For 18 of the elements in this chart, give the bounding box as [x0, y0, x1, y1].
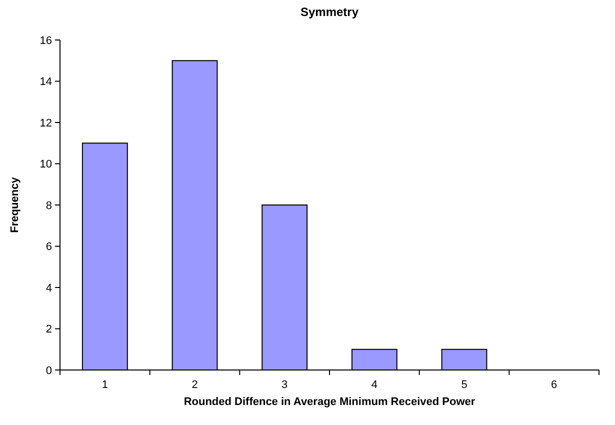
y-tick-label: 0 — [46, 364, 52, 377]
chart-title: Symmetry — [300, 5, 359, 19]
x-tick-label: 5 — [461, 379, 468, 391]
y-tick-label: 10 — [40, 158, 52, 171]
y-tick-label: 14 — [40, 76, 52, 88]
x-tick-label: 2 — [192, 379, 198, 391]
y-tick-label: 2 — [46, 324, 52, 336]
y-tick-label: 6 — [46, 241, 52, 254]
y-axis-title: Frequency — [9, 176, 21, 233]
y-tick-label: 16 — [40, 34, 52, 47]
x-tick-label: 3 — [282, 379, 288, 391]
x-axis-title: Rounded Diffence in Average Minimum Received Power — [184, 396, 476, 408]
x-tick-label: 1 — [102, 379, 108, 391]
y-tick-label: 12 — [40, 117, 52, 130]
x-tick-label: 6 — [551, 379, 558, 391]
x-tick-label: 4 — [371, 379, 378, 391]
y-tick-label: 8 — [46, 200, 52, 212]
y-tick-label: 4 — [46, 282, 52, 294]
